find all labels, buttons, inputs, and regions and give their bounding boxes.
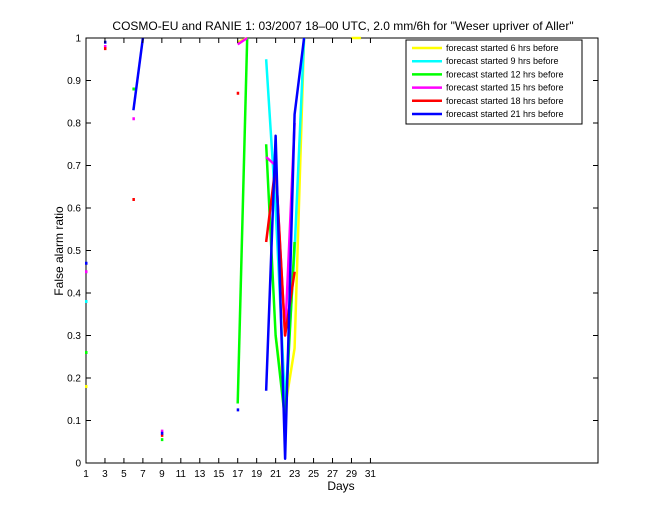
- x-tick-label: 23: [289, 469, 301, 480]
- y-tick-label: 0.3: [67, 331, 81, 342]
- x-tick-label: 31: [365, 469, 377, 480]
- x-tick-label: 19: [251, 469, 263, 480]
- data-point: [85, 261, 88, 265]
- y-tick-label: 0.7: [67, 161, 81, 172]
- x-tick-label: 3: [102, 469, 108, 480]
- legend: forecast started 6 hrs before forecast st…: [405, 39, 583, 125]
- data-point: [132, 198, 135, 201]
- data-point: [103, 47, 107, 51]
- x-tick-label: 29: [346, 469, 358, 480]
- x-tick-label: 9: [159, 469, 165, 480]
- y-tick-label: 0.6: [67, 204, 81, 215]
- data-point: [160, 429, 164, 433]
- data-point: [85, 351, 88, 354]
- data-point: [160, 433, 164, 437]
- legend-label: forecast started 9 hrs before: [446, 56, 559, 66]
- y-tick-label: 0.4: [67, 289, 81, 300]
- y-tick-label: 0.2: [67, 374, 81, 385]
- y-tick-label: 0.1: [67, 416, 81, 427]
- x-tick-label: 1: [83, 469, 89, 480]
- chart-title: COSMO-EU and RANIE 1: 03/2007 18–00 UTC,…: [112, 19, 573, 33]
- data-point: [160, 431, 164, 435]
- data-point: [132, 87, 135, 91]
- data-point: [85, 385, 88, 388]
- x-tick-label: 15: [213, 469, 225, 480]
- x-axis-title: Days: [327, 479, 354, 493]
- y-tick-label: 1: [75, 34, 81, 45]
- axis-layer: 1 3 5 7 9 11 13 15 17 19 21 23 25 27 29 3100.10.20.30.4…: [67, 34, 598, 480]
- data-point: [236, 408, 240, 412]
- x-tick-label: 5: [121, 469, 127, 480]
- data-point: [236, 91, 240, 95]
- data-point: [85, 300, 88, 303]
- y-tick-label: 0: [75, 459, 81, 470]
- legend-label: forecast started 12 hrs before: [446, 69, 564, 79]
- x-tick-label: 27: [327, 469, 339, 480]
- y-tick-label: 0.9: [67, 76, 81, 87]
- legend-label: forecast started 21 hrs before: [446, 109, 564, 119]
- x-tick-label: 25: [308, 469, 320, 480]
- series-line: [236, 37, 249, 404]
- y-axis-title: False alarm ratio: [52, 206, 66, 296]
- data-point: [103, 45, 107, 48]
- legend-box: [405, 39, 583, 125]
- data-point: [132, 117, 135, 121]
- x-tick-label: 13: [194, 469, 206, 480]
- y-tick-label: 0.8: [67, 119, 81, 130]
- series-line: [132, 37, 145, 111]
- x-tick-label: 7: [140, 469, 146, 480]
- data-point: [85, 270, 88, 274]
- legend-label: forecast started 15 hrs before: [446, 83, 564, 93]
- legend-label: forecast started 6 hrs before: [446, 43, 559, 53]
- legend-label: forecast started 18 hrs before: [446, 96, 564, 106]
- x-tick-label: 21: [270, 469, 282, 480]
- series-line: [237, 36, 248, 46]
- y-tick-label: 0.5: [67, 246, 81, 257]
- series-line: [264, 37, 306, 460]
- x-tick-label: 11: [176, 469, 187, 480]
- x-tick-label: 17: [232, 469, 244, 480]
- data-point: [160, 438, 164, 442]
- series-layer: [85, 36, 361, 460]
